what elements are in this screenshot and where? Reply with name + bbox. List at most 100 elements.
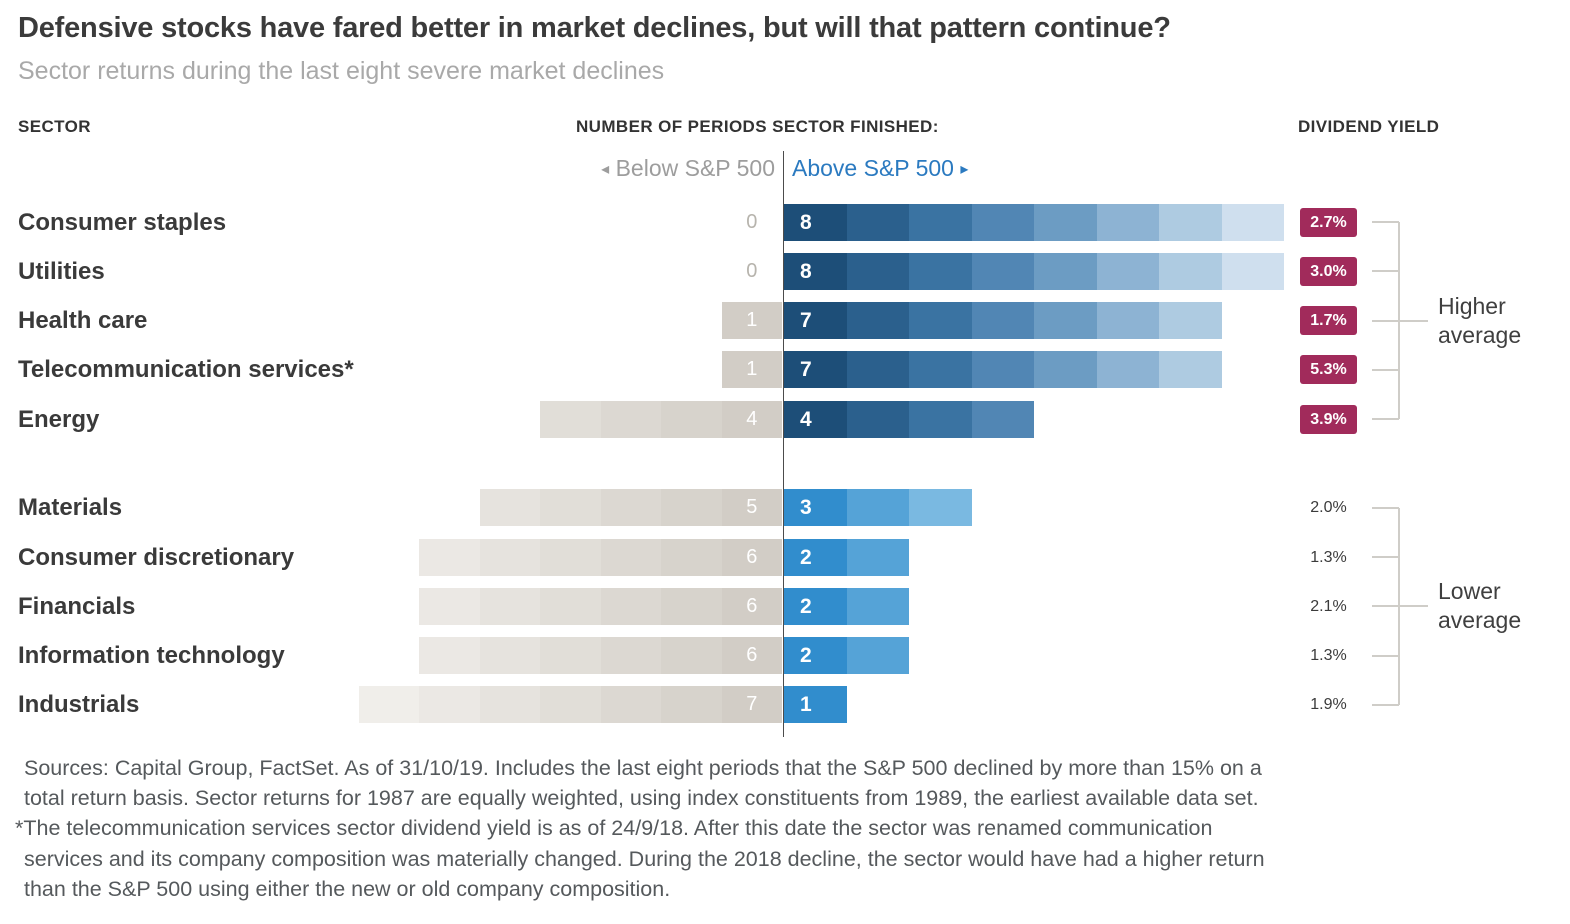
below-count: 0 bbox=[746, 259, 758, 282]
bracket-line bbox=[1398, 507, 1400, 705]
above-sp500-bar: 2 bbox=[784, 538, 909, 576]
above-sp500-bar: 7 bbox=[784, 302, 1222, 340]
bar-segment bbox=[909, 351, 972, 389]
footnote-line: *The telecommunication services sector d… bbox=[15, 816, 1213, 841]
below-sp500-bar: 7 bbox=[358, 686, 782, 724]
bar-segment bbox=[661, 686, 722, 724]
footnote-line: than the S&P 500 using either the new or… bbox=[24, 876, 671, 901]
bar-segment bbox=[909, 400, 972, 438]
below-sp500-bar: 1 bbox=[721, 302, 782, 340]
below-count: 6 bbox=[746, 644, 758, 667]
bar-segment bbox=[419, 538, 480, 576]
sector-label: Industrials bbox=[18, 691, 140, 719]
bar-segment bbox=[846, 252, 909, 290]
bar-segment bbox=[661, 637, 722, 675]
bar-segment bbox=[1096, 203, 1159, 241]
bar-segment bbox=[1159, 203, 1222, 241]
below-count: 1 bbox=[746, 309, 758, 332]
dividend-yield: 3.9% bbox=[1300, 404, 1357, 434]
bracket-connector bbox=[1399, 605, 1428, 608]
above-sp500-bar: 8 bbox=[784, 203, 1284, 241]
above-count: 7 bbox=[800, 358, 812, 382]
bar-segment bbox=[661, 538, 722, 576]
above-count: 8 bbox=[800, 259, 812, 283]
above-sp500-bar: 2 bbox=[784, 587, 909, 625]
bracket-tick bbox=[1372, 319, 1399, 322]
below-sp500-bar: 6 bbox=[419, 538, 782, 576]
bar-segment bbox=[1034, 203, 1097, 241]
bracket-tick bbox=[1372, 270, 1399, 273]
bar-segment bbox=[846, 302, 909, 340]
bar-segment bbox=[479, 587, 540, 625]
bar-segment bbox=[784, 587, 847, 625]
bar-segment bbox=[661, 489, 722, 527]
footnote-line: services and its company composition was… bbox=[24, 846, 1265, 871]
below-sp500-bar: 4 bbox=[540, 400, 782, 438]
bar-segment bbox=[909, 302, 972, 340]
bar-segment bbox=[971, 252, 1034, 290]
bar-segment bbox=[721, 489, 782, 527]
bar-segment bbox=[909, 489, 972, 527]
below-sp500-bar: 6 bbox=[419, 637, 782, 675]
footnote-line: total return basis. Sector returns for 1… bbox=[24, 786, 1259, 811]
above-sp500-bar: 7 bbox=[784, 351, 1222, 389]
bar-segment bbox=[721, 302, 782, 340]
bar-segment bbox=[661, 587, 722, 625]
bar-segment bbox=[784, 252, 847, 290]
below-count: 0 bbox=[746, 210, 758, 233]
bar-segment bbox=[721, 587, 782, 625]
bar-segment bbox=[661, 400, 722, 438]
above-sp500-bar: 8 bbox=[784, 252, 1284, 290]
bar-segment bbox=[540, 400, 601, 438]
column-header-periods: NUMBER OF PERIODS SECTOR FINISHED: bbox=[576, 117, 939, 136]
bar-segment bbox=[540, 637, 601, 675]
footnote: Sources: Capital Group, FactSet. As of 3… bbox=[15, 753, 1560, 904]
bar-segment bbox=[784, 203, 847, 241]
sector-label: Financials bbox=[18, 592, 136, 620]
above-count: 7 bbox=[800, 309, 812, 333]
bar-segment bbox=[784, 489, 847, 527]
bar-segment bbox=[1159, 351, 1222, 389]
bracket-tick bbox=[1372, 605, 1399, 608]
axis-above-label: Above S&P 500 ▸ bbox=[792, 155, 968, 182]
bar-segment bbox=[1034, 302, 1097, 340]
bar-segment bbox=[1034, 252, 1097, 290]
bar-segment bbox=[1159, 252, 1222, 290]
below-count: 6 bbox=[746, 594, 758, 617]
above-sp500-bar: 4 bbox=[784, 400, 1034, 438]
above-count: 8 bbox=[800, 210, 812, 234]
sector-row: Health care 1 7 1.7% bbox=[0, 302, 1570, 340]
footnote-line: Sources: Capital Group, FactSet. As of 3… bbox=[24, 756, 1262, 780]
bar-segment bbox=[721, 538, 782, 576]
bar-segment bbox=[540, 686, 601, 724]
sector-row: Materials 5 3 2.0% bbox=[0, 489, 1570, 527]
bar-segment bbox=[721, 351, 782, 389]
above-sp500-bar: 1 bbox=[784, 686, 847, 724]
below-sp500-bar: 1 bbox=[721, 351, 782, 389]
bar-segment bbox=[1159, 302, 1222, 340]
bar-segment bbox=[540, 538, 601, 576]
sector-label: Telecommunication services* bbox=[18, 356, 354, 384]
sector-row: Utilities 0 8 3.0% bbox=[0, 252, 1570, 290]
bar-segment bbox=[784, 351, 847, 389]
bar-segment bbox=[419, 686, 480, 724]
right-arrow-icon: ▸ bbox=[960, 161, 969, 178]
dividend-yield: 5.3% bbox=[1300, 355, 1357, 385]
bar-segment bbox=[971, 302, 1034, 340]
dividend-yield: 3.0% bbox=[1300, 256, 1357, 286]
below-count: 4 bbox=[746, 407, 758, 430]
bar-segment bbox=[846, 637, 909, 675]
sector-row: Energy 4 4 3.9% bbox=[0, 400, 1570, 438]
bar-segment bbox=[600, 489, 661, 527]
bracket-tick bbox=[1372, 368, 1399, 371]
bar-segment bbox=[479, 637, 540, 675]
bar-segment bbox=[971, 203, 1034, 241]
bar-segment bbox=[846, 203, 909, 241]
below-count: 7 bbox=[746, 693, 758, 716]
bar-segment bbox=[600, 587, 661, 625]
above-sp500-bar: 3 bbox=[784, 489, 972, 527]
bar-segment bbox=[358, 686, 419, 724]
above-count: 2 bbox=[800, 644, 812, 668]
bracket-tick bbox=[1372, 418, 1399, 421]
